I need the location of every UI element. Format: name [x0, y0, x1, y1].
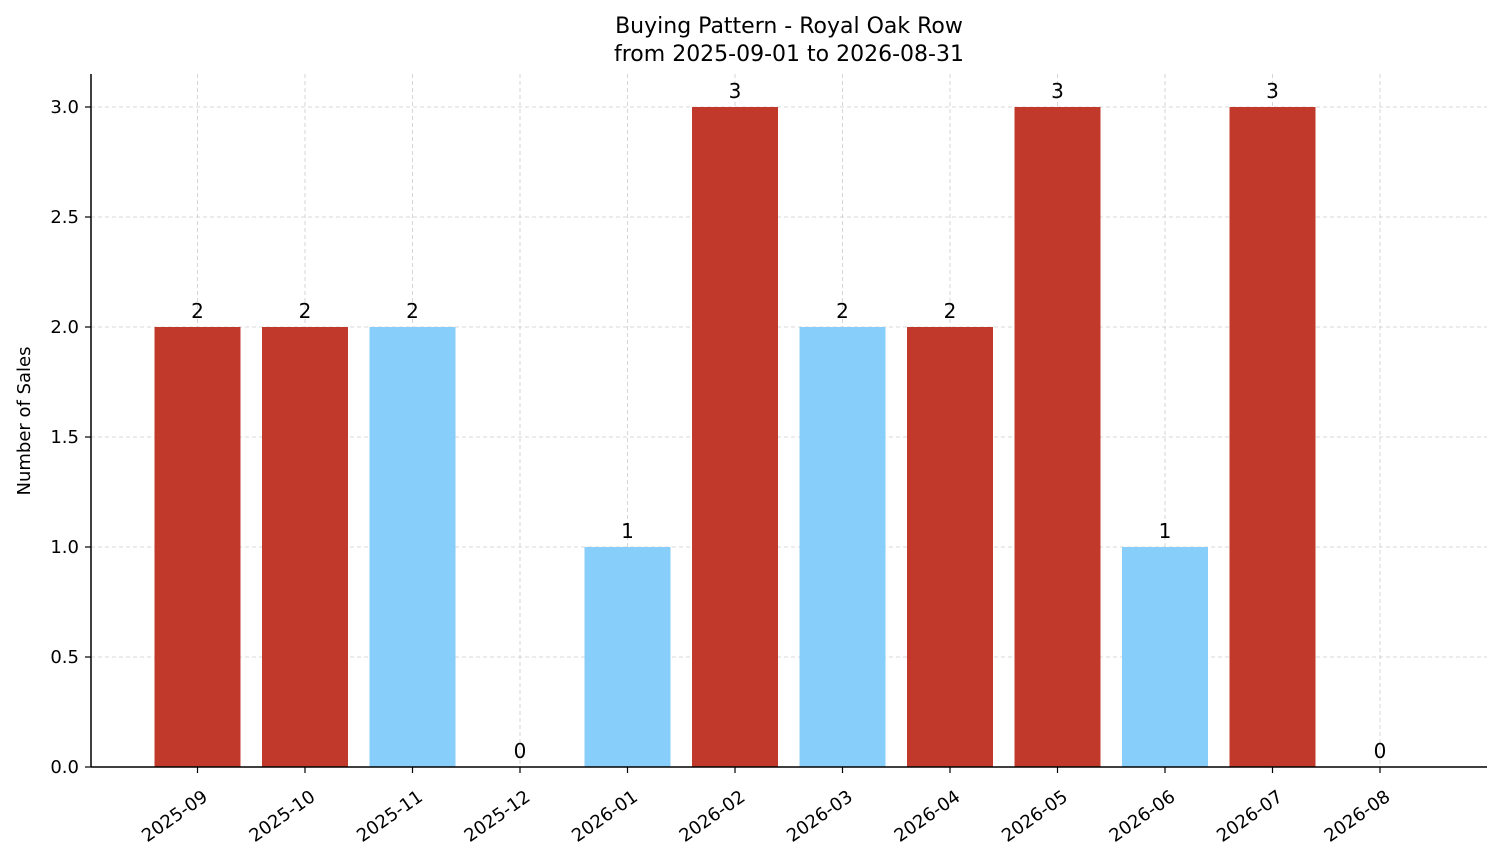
y-tick-label: 3.0: [50, 97, 79, 118]
x-tick-label-2026-02: 2026-02: [676, 786, 750, 846]
y-tick-label: 0.5: [50, 647, 79, 668]
bar-2025-10: [262, 327, 348, 767]
bar-2026-03: [799, 327, 886, 767]
y-tick-label: 1.0: [50, 537, 79, 558]
bar-2026-07: [1229, 107, 1316, 767]
chart-subtitle: from 2025-09-01 to 2026-08-31: [614, 42, 964, 67]
bar-2026-04: [907, 327, 993, 767]
x-tick-label-2026-07: 2026-07: [1213, 786, 1287, 846]
x-tick-label-2026-05: 2026-05: [998, 786, 1072, 846]
bar-value-label-2026-07: 3: [1266, 79, 1279, 103]
x-tick-label-2026-03: 2026-03: [783, 786, 857, 846]
bar-2025-09: [154, 327, 241, 767]
bar-value-label-2025-12: 0: [514, 739, 527, 763]
y-tick-label: 2.5: [50, 207, 79, 228]
x-tick-label-2026-06: 2026-06: [1106, 786, 1180, 846]
bar-2026-01: [584, 547, 671, 767]
x-tick-label-2025-09: 2025-09: [138, 786, 212, 846]
bar-value-label-2026-03: 2: [836, 299, 849, 323]
bar-value-label-2025-10: 2: [299, 299, 312, 323]
bar-value-label-2026-04: 2: [944, 299, 957, 323]
bar-value-label-2026-02: 3: [729, 79, 742, 103]
bars-layer: [154, 107, 1316, 767]
bar-2025-11: [369, 327, 456, 767]
y-tick-label: 1.5: [50, 427, 79, 448]
x-tick-label-2026-04: 2026-04: [891, 786, 965, 846]
bar-value-label-2026-06: 1: [1159, 519, 1172, 543]
bar-value-label-2025-11: 2: [406, 299, 419, 323]
y-tick-label: 2.0: [50, 317, 79, 338]
bar-2026-06: [1122, 547, 1208, 767]
bar-labels-layer: 2 2 2 0 1 3 2 2 3 1 3 0: [191, 79, 1386, 763]
axes-layer: [90, 74, 1487, 768]
y-axis-label: Number of Sales: [14, 346, 35, 495]
chart-title: Buying Pattern - Royal Oak Row: [615, 14, 963, 39]
bar-value-label-2026-08: 0: [1374, 739, 1387, 763]
y-tick-label: 0.0: [50, 757, 79, 778]
bar-2026-02: [692, 107, 778, 767]
x-tick-label-2025-11: 2025-11: [353, 786, 427, 846]
bar-value-label-2025-09: 2: [191, 299, 204, 323]
bar-value-label-2026-01: 1: [621, 519, 634, 543]
x-tick-label-2026-01: 2026-01: [568, 786, 642, 846]
bar-2026-05: [1014, 107, 1101, 767]
x-tick-label-2025-10: 2025-10: [246, 786, 320, 846]
x-tick-label-2026-08: 2026-08: [1321, 786, 1395, 846]
x-tick-label-2025-12: 2025-12: [461, 786, 535, 846]
bar-value-label-2026-05: 3: [1051, 79, 1064, 103]
